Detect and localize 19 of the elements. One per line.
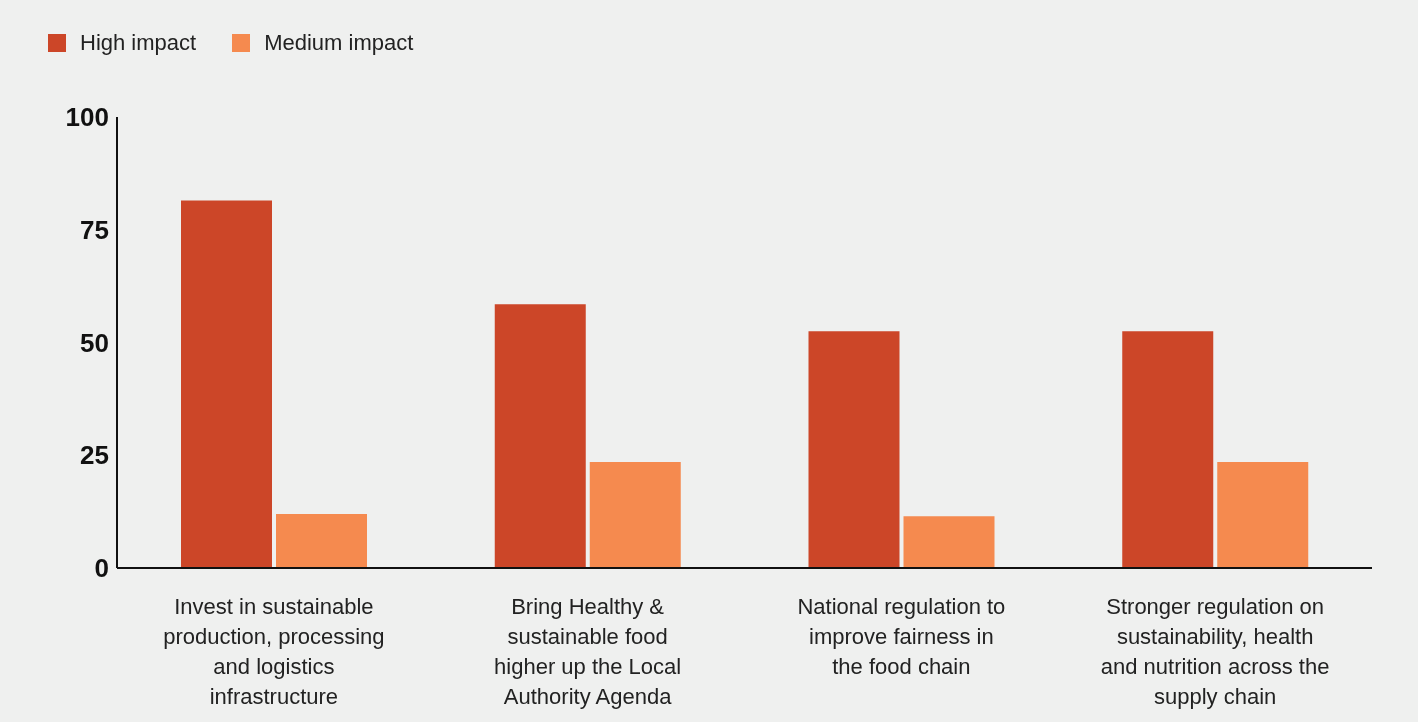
x-tick-label: National regulation to improve fairness in the food chain	[797, 594, 1006, 679]
y-tick-label: 75	[80, 214, 109, 245]
legend-label: Medium impact	[264, 30, 414, 56]
x-tick-label: Bring Healthy & sustainable food higher up the Local Authority Agenda	[494, 594, 682, 709]
bar	[1217, 462, 1309, 568]
bar	[903, 516, 995, 568]
y-tick-label: 100	[65, 102, 109, 133]
x-tick-label: Invest in sustainable production, processing and logistics infrastructure	[163, 594, 385, 709]
bar	[589, 462, 681, 568]
y-tick-label: 0	[94, 553, 109, 584]
legend-label: High impact	[80, 30, 197, 56]
bar	[181, 200, 272, 568]
bar	[276, 513, 367, 568]
bar	[808, 331, 900, 568]
y-tick-label: 50	[80, 327, 109, 358]
y-tick-label: 25	[80, 440, 109, 471]
bar	[494, 304, 586, 568]
x-tick-label: Stronger regulation on sustainability, health and nutrition across the supply chain	[1100, 594, 1330, 709]
bar	[1122, 331, 1214, 568]
